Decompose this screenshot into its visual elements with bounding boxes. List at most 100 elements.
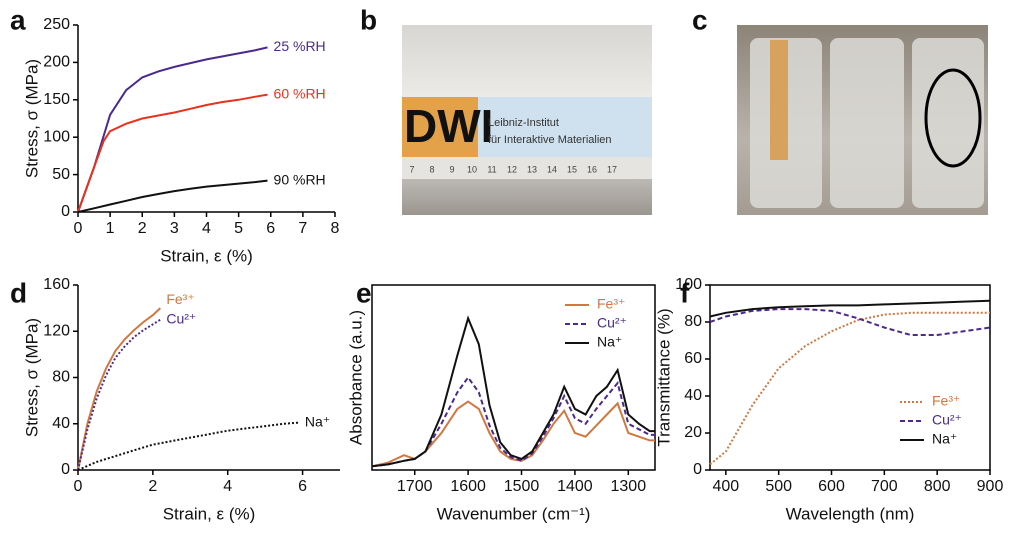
- data-line: [371, 375, 655, 468]
- x-axis-title: Strain, ε (%): [160, 246, 253, 265]
- photo-c: [737, 25, 988, 215]
- ruler-number: 16: [587, 164, 597, 174]
- y-tick-label: 40: [684, 387, 702, 404]
- ruler-number: 10: [467, 164, 477, 174]
- panel-label: b: [360, 4, 377, 35]
- y-tick-label: 120: [43, 322, 70, 339]
- x-tick-label: 700: [871, 478, 898, 495]
- film-strip: [770, 40, 788, 160]
- panel-label: a: [10, 4, 26, 35]
- x-tick-label: 8: [331, 220, 340, 237]
- x-tick-label: 6: [298, 478, 307, 495]
- x-tick-label: 1600: [450, 478, 486, 495]
- data-line: [77, 46, 268, 213]
- series-label: 60 %RH: [274, 85, 326, 101]
- data-line: [709, 308, 991, 336]
- series-label: Cu²⁺: [166, 310, 196, 326]
- x-tick-label: 2: [148, 478, 157, 495]
- x-tick-label: 7: [298, 220, 307, 237]
- x-axis-title: Wavenumber (cm⁻¹): [437, 504, 591, 523]
- plot-frame: [709, 284, 991, 471]
- y-tick-label: 80: [684, 313, 702, 330]
- data-line: [77, 421, 299, 471]
- y-tick-label: 100: [43, 128, 70, 145]
- photo-b: DWI Leibniz-Institut für Interaktive Mat…: [402, 25, 652, 215]
- x-tick-label: 3: [170, 220, 179, 237]
- x-tick-label: 900: [977, 478, 1004, 495]
- y-tick-label: 60: [684, 350, 702, 367]
- series-label: Fe³⁺: [166, 291, 194, 307]
- vial: [830, 38, 904, 208]
- y-tick-label: 20: [684, 424, 702, 441]
- x-tick-label: 4: [202, 220, 211, 237]
- panel-label: c: [692, 4, 708, 35]
- logo-text: DWI: [404, 100, 493, 152]
- y-tick-label: 0: [61, 203, 70, 220]
- panel-label: d: [10, 277, 27, 308]
- y-tick-label: 100: [675, 276, 702, 293]
- logo-block: [402, 97, 482, 157]
- series-label: Na⁺: [305, 413, 330, 429]
- ruler-number: 8: [429, 164, 434, 174]
- ruler: [402, 157, 652, 179]
- x-axis-title: Wavelength (nm): [786, 504, 915, 523]
- vial: [912, 38, 984, 208]
- plot-frame: [371, 284, 656, 471]
- x-tick-label: 1: [106, 220, 115, 237]
- x-tick-label: 400: [712, 478, 739, 495]
- x-tick-label: 500: [765, 478, 792, 495]
- data-line: [77, 179, 268, 213]
- x-tick-label: 600: [818, 478, 845, 495]
- y-axis-title: Stress, σ (MPa): [22, 318, 41, 437]
- y-tick-label: 150: [43, 91, 70, 108]
- y-tick-label: 200: [43, 54, 70, 71]
- x-tick-label: 4: [223, 478, 232, 495]
- data-line: [709, 299, 991, 318]
- legend-label: Cu²⁺: [597, 315, 627, 331]
- logo-band: [478, 97, 652, 157]
- legend-label: Fe³⁺: [597, 296, 625, 312]
- y-tick-label: 0: [693, 461, 702, 478]
- panel-label: e: [356, 277, 372, 308]
- y-axis-title: Transmittance (%): [654, 308, 673, 446]
- x-tick-label: 2: [138, 220, 147, 237]
- ruler-number: 9: [449, 164, 454, 174]
- y-tick-label: 0: [61, 461, 70, 478]
- ruler-number: 7: [409, 164, 414, 174]
- y-tick-label: 80: [52, 369, 70, 386]
- y-tick-label: 160: [43, 276, 70, 293]
- series-label: 25 %RH: [274, 38, 326, 54]
- data-line: [371, 315, 655, 468]
- data-line: [77, 307, 161, 471]
- logo-line: Leibniz-Institut: [488, 117, 559, 129]
- y-tick-label: 40: [52, 415, 70, 432]
- x-tick-label: 1700: [397, 478, 433, 495]
- y-axis-title: Absorbance (a.u.): [346, 310, 365, 445]
- logo-line: für Interaktive Materialien: [488, 134, 612, 146]
- x-tick-label: 0: [74, 220, 83, 237]
- ruler-number: 12: [507, 164, 517, 174]
- x-tick-label: 1400: [557, 478, 593, 495]
- ruler-number: 17: [607, 164, 617, 174]
- data-line: [709, 311, 990, 466]
- x-tick-label: 6: [266, 220, 275, 237]
- panel-label: f: [680, 277, 690, 308]
- y-tick-label: 250: [43, 16, 70, 33]
- data-line: [77, 93, 268, 213]
- ruler-number: 14: [547, 164, 557, 174]
- y-tick-label: 50: [52, 166, 70, 183]
- highlight-ellipse: [924, 68, 982, 168]
- legend-label: Na⁺: [597, 334, 622, 350]
- ruler-number: 15: [567, 164, 577, 174]
- y-axis-title: Stress, σ (MPa): [22, 59, 41, 178]
- legend-label: Na⁺: [932, 431, 957, 447]
- series-label: 90 %RH: [274, 171, 326, 187]
- x-tick-label: 1500: [504, 478, 540, 495]
- x-tick-label: 800: [924, 478, 951, 495]
- x-axis-title: Strain, ε (%): [163, 504, 256, 523]
- ruler-number: 13: [527, 164, 537, 174]
- x-tick-label: 1300: [611, 478, 647, 495]
- x-tick-label: 0: [74, 478, 83, 495]
- x-tick-label: 5: [234, 220, 243, 237]
